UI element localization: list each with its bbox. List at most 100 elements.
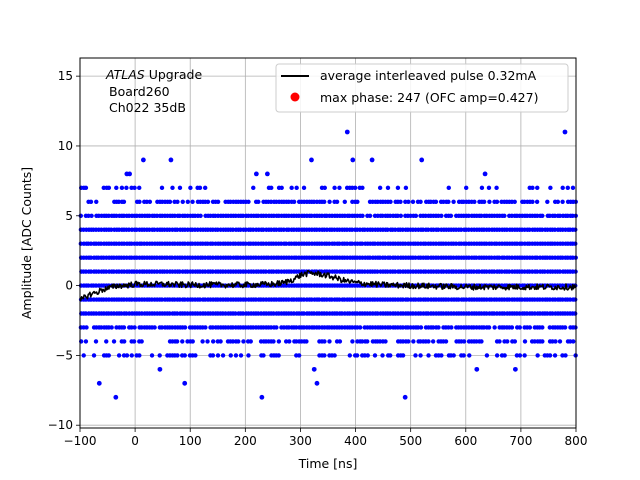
legend-box — [275, 63, 569, 113]
sample-point — [349, 227, 355, 232]
sample-point — [403, 185, 409, 191]
sample-point — [573, 325, 578, 330]
sample-point — [359, 241, 365, 246]
x-tick-label: 500 — [399, 434, 422, 448]
sample-point — [383, 339, 388, 344]
sample-point — [448, 213, 454, 218]
sample-point — [291, 199, 297, 205]
sample-point — [296, 227, 302, 232]
sample-point — [436, 325, 441, 330]
sample-point — [139, 339, 144, 344]
sample-point — [400, 353, 406, 358]
sample-point — [248, 339, 253, 344]
sample-point — [94, 199, 99, 205]
sample-point — [193, 353, 198, 358]
sample-point — [129, 185, 134, 191]
annotation-atlas: ATLAS — [105, 67, 145, 82]
sample-point — [342, 199, 347, 205]
sample-point — [410, 199, 416, 205]
sample-point — [349, 241, 355, 246]
sample-point — [565, 185, 570, 191]
x-tick-label: 800 — [565, 434, 588, 448]
sample-point — [269, 185, 274, 191]
sample-point — [177, 185, 183, 191]
sample-point — [367, 213, 373, 218]
sample-point — [430, 339, 436, 344]
outlier-point — [157, 366, 163, 372]
sample-point — [547, 325, 553, 330]
sample-point — [411, 339, 416, 344]
sample-point — [180, 339, 185, 344]
sample-point — [198, 213, 203, 218]
sample-point — [261, 353, 266, 358]
sample-point — [350, 339, 355, 344]
sample-point — [456, 297, 461, 302]
sample-point — [360, 213, 365, 218]
sample-point — [527, 227, 532, 232]
sample-point — [467, 353, 472, 358]
sample-point — [274, 325, 279, 330]
x-tick-label: 200 — [234, 434, 257, 448]
sample-point — [197, 185, 203, 191]
legend-entry-pulse: average interleaved pulse 0.32mA — [320, 68, 537, 83]
sample-point — [261, 227, 266, 232]
sample-point — [84, 325, 89, 330]
sample-point — [479, 213, 484, 218]
sample-point — [522, 339, 528, 344]
sample-point — [517, 353, 523, 358]
sample-point — [439, 213, 444, 218]
sample-point — [240, 213, 246, 218]
sample-point — [557, 269, 563, 274]
sample-point — [548, 185, 553, 191]
sample-point — [505, 339, 510, 344]
sample-point — [534, 269, 540, 274]
sample-point — [263, 269, 269, 274]
sample-point — [147, 199, 153, 205]
x-tick-label: 100 — [179, 434, 202, 448]
sample-point — [256, 199, 261, 205]
sample-point — [355, 199, 360, 205]
sample-point — [111, 339, 117, 344]
sample-point — [210, 353, 216, 358]
sample-point — [446, 199, 451, 205]
sample-point — [570, 185, 576, 191]
outlier-point — [96, 380, 102, 386]
sample-point — [174, 227, 180, 232]
outlier-point — [264, 171, 270, 177]
sample-point — [109, 227, 114, 232]
outlier-point — [344, 129, 350, 135]
sample-point — [246, 199, 251, 205]
sample-point — [512, 199, 517, 205]
sample-point — [137, 353, 142, 358]
sample-point — [352, 185, 358, 191]
outlier-point — [482, 171, 488, 177]
sample-point — [479, 185, 485, 191]
outlier-point — [309, 157, 314, 163]
sample-point — [563, 353, 568, 358]
sample-point — [494, 199, 500, 205]
sample-point — [530, 185, 535, 191]
sample-point — [121, 199, 127, 205]
sample-point — [175, 353, 180, 358]
sample-point — [271, 339, 276, 344]
sample-point — [365, 339, 370, 344]
sample-point — [517, 325, 523, 330]
sample-point — [479, 339, 484, 344]
sample-point — [395, 185, 401, 191]
sample-point — [573, 227, 578, 232]
y-tick-label: 10 — [58, 139, 73, 153]
outlier-point — [113, 394, 119, 400]
sample-point — [388, 199, 393, 205]
sample-point — [106, 353, 112, 358]
sample-point — [200, 339, 205, 344]
sample-point — [236, 339, 241, 344]
annotation-upgrade: Upgrade — [145, 67, 203, 82]
sample-point — [562, 325, 568, 330]
sample-point — [119, 185, 125, 191]
sample-point — [210, 269, 215, 274]
sample-point — [573, 297, 578, 302]
annotation-line-2: Board260 — [109, 84, 170, 99]
sample-point — [464, 185, 469, 191]
sample-point — [116, 353, 122, 358]
sample-point — [316, 297, 322, 302]
